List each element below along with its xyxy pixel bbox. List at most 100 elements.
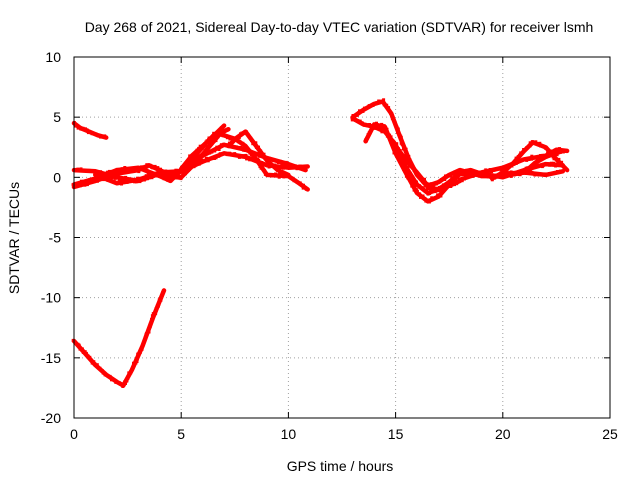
data-point [140, 347, 144, 351]
data-point [355, 113, 359, 117]
data-point [225, 153, 229, 157]
data-point [124, 175, 128, 179]
data-point [230, 141, 234, 145]
data-point [462, 172, 466, 176]
data-point [197, 146, 201, 150]
data-point [233, 152, 237, 156]
data-point [139, 165, 143, 169]
data-point [366, 133, 370, 137]
data-point [263, 172, 267, 176]
data-point [467, 169, 470, 173]
data-point [217, 148, 221, 151]
data-point [76, 182, 80, 185]
data-point [201, 146, 205, 150]
data-point [554, 164, 558, 168]
data-point [443, 186, 447, 190]
data-point [530, 170, 534, 174]
data-point [503, 170, 507, 174]
data-point [83, 350, 87, 354]
data-point [284, 160, 288, 164]
data-point [505, 165, 509, 169]
data-point [295, 180, 298, 184]
data-point [212, 131, 216, 135]
data-point [166, 178, 170, 182]
data-point [228, 151, 232, 155]
data-point [106, 170, 110, 174]
data-point [90, 131, 94, 135]
data-point [272, 174, 276, 177]
data-point [540, 172, 544, 176]
data-point [563, 167, 567, 171]
data-point [431, 185, 435, 189]
data-point [219, 143, 223, 147]
data-point [537, 173, 541, 177]
data-point [133, 169, 136, 173]
data-point [517, 159, 521, 163]
data-point [100, 369, 104, 372]
data-point [403, 156, 407, 160]
data-point [403, 168, 407, 172]
data-point [289, 176, 293, 180]
y-tick-label: 0 [53, 169, 61, 185]
data-point [168, 171, 172, 175]
data-point [454, 177, 458, 181]
data-point [221, 142, 225, 146]
data-point [246, 133, 250, 137]
data-point [258, 154, 261, 158]
data-point [138, 176, 142, 180]
data-point [379, 99, 383, 103]
data-point [457, 173, 461, 177]
data-point [533, 173, 537, 177]
data-point [80, 169, 84, 173]
data-point [423, 177, 426, 181]
data-point [156, 166, 160, 170]
data-point [110, 173, 114, 177]
data-point [460, 179, 464, 183]
data-point [114, 380, 118, 384]
data-point [113, 169, 117, 172]
data-point [234, 145, 238, 149]
data-point [518, 153, 522, 157]
data-point [455, 170, 459, 174]
data-point [165, 171, 169, 175]
data-point [412, 188, 416, 192]
data-point [146, 171, 150, 175]
data-point [206, 140, 210, 143]
data-point [354, 118, 357, 122]
data-point [456, 175, 460, 179]
data-point [95, 363, 99, 367]
data-point [197, 162, 201, 166]
data-point [298, 181, 302, 185]
data-point [411, 165, 414, 169]
data-point [450, 176, 454, 180]
data-point [490, 170, 493, 174]
data-point [406, 176, 410, 180]
data-point [143, 167, 147, 171]
data-point [82, 180, 86, 184]
data-point [281, 171, 285, 175]
data-point [481, 174, 485, 178]
data-point [244, 153, 248, 157]
data-point [368, 104, 372, 108]
data-point [507, 163, 510, 167]
data-point [389, 140, 392, 144]
data-point [218, 152, 222, 156]
data-point [401, 154, 404, 158]
data-point [396, 127, 400, 131]
data-point [408, 163, 411, 167]
series-line [71, 288, 167, 388]
data-point [427, 182, 431, 186]
data-point [102, 178, 106, 182]
data-point [543, 163, 547, 167]
data-point [126, 375, 130, 379]
data-point [78, 184, 82, 188]
data-point [128, 166, 132, 170]
data-point [250, 138, 253, 142]
data-point [111, 169, 115, 173]
data-point [127, 371, 131, 375]
data-point [519, 151, 523, 155]
data-point [159, 167, 162, 171]
data-point [106, 179, 110, 182]
data-point [522, 149, 526, 153]
data-point [485, 169, 489, 173]
